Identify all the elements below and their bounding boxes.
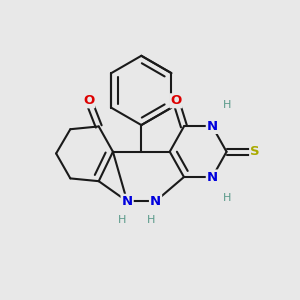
Text: O: O xyxy=(83,94,94,107)
Text: O: O xyxy=(170,94,182,107)
Text: N: N xyxy=(150,195,161,208)
Text: N: N xyxy=(122,195,133,208)
Text: H: H xyxy=(146,215,155,225)
Text: N: N xyxy=(207,120,218,133)
Text: H: H xyxy=(118,215,127,225)
Text: H: H xyxy=(223,194,231,203)
Text: N: N xyxy=(207,170,218,184)
Text: S: S xyxy=(250,145,260,158)
Text: H: H xyxy=(223,100,231,110)
